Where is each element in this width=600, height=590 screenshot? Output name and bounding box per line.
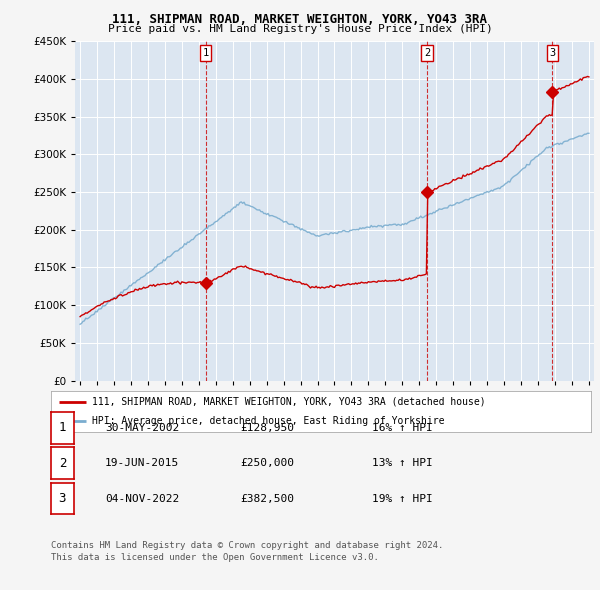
Text: HPI: Average price, detached house, East Riding of Yorkshire: HPI: Average price, detached house, East… — [91, 416, 444, 426]
Text: 111, SHIPMAN ROAD, MARKET WEIGHTON, YORK, YO43 3RA (detached house): 111, SHIPMAN ROAD, MARKET WEIGHTON, YORK… — [91, 396, 485, 407]
Text: 111, SHIPMAN ROAD, MARKET WEIGHTON, YORK, YO43 3RA: 111, SHIPMAN ROAD, MARKET WEIGHTON, YORK… — [113, 13, 487, 26]
Text: 1: 1 — [203, 48, 209, 58]
Text: 1: 1 — [59, 421, 66, 434]
Text: Price paid vs. HM Land Registry's House Price Index (HPI): Price paid vs. HM Land Registry's House … — [107, 24, 493, 34]
Text: 30-MAY-2002: 30-MAY-2002 — [105, 423, 179, 432]
Text: 19-JUN-2015: 19-JUN-2015 — [105, 458, 179, 468]
Text: 13% ↑ HPI: 13% ↑ HPI — [372, 458, 433, 468]
Text: £382,500: £382,500 — [240, 494, 294, 503]
Text: 2: 2 — [59, 457, 66, 470]
Text: £250,000: £250,000 — [240, 458, 294, 468]
Text: 04-NOV-2022: 04-NOV-2022 — [105, 494, 179, 503]
Text: 19% ↑ HPI: 19% ↑ HPI — [372, 494, 433, 503]
Text: Contains HM Land Registry data © Crown copyright and database right 2024.: Contains HM Land Registry data © Crown c… — [51, 540, 443, 549]
Text: £128,950: £128,950 — [240, 423, 294, 432]
Text: 3: 3 — [549, 48, 556, 58]
Text: 3: 3 — [59, 492, 66, 505]
Text: 2: 2 — [424, 48, 430, 58]
Text: This data is licensed under the Open Government Licence v3.0.: This data is licensed under the Open Gov… — [51, 553, 379, 562]
Text: 16% ↑ HPI: 16% ↑ HPI — [372, 423, 433, 432]
